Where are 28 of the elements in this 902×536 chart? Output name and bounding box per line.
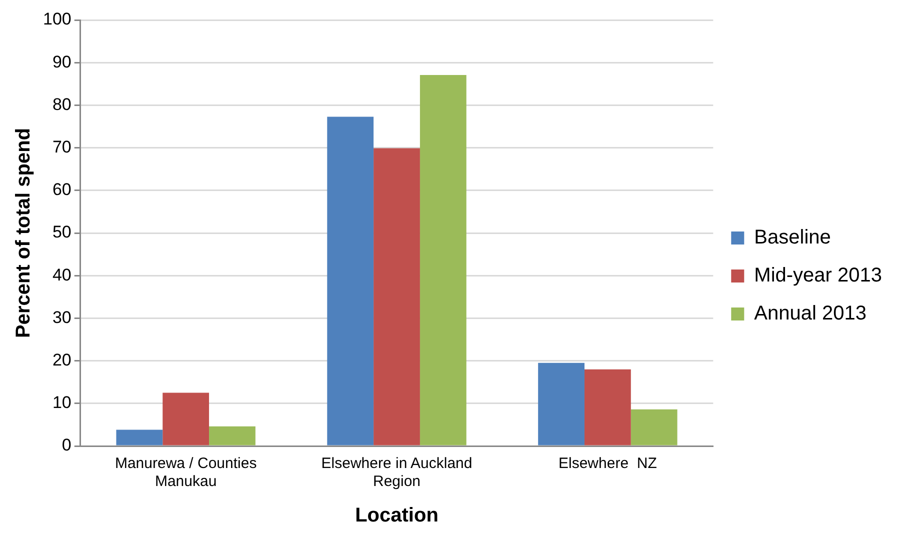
bar <box>327 116 374 446</box>
bar <box>374 148 420 446</box>
x-axis-title: Location <box>355 504 438 527</box>
legend-label: Mid-year 2013 <box>754 264 882 287</box>
legend-label: Annual 2013 <box>754 302 866 325</box>
y-tick-label: 50 <box>52 222 72 242</box>
y-tick-label: 100 <box>42 10 72 29</box>
legend-label: Baseline <box>754 226 831 249</box>
bar <box>162 392 210 446</box>
x-tick-label: Manurewa / Counties Manukau <box>114 455 257 490</box>
y-tick-label: 40 <box>52 265 72 284</box>
bar <box>630 409 678 446</box>
x-tick-label: Elsewhere NZ <box>558 455 657 472</box>
y-axis-title: Percent of total spend <box>12 128 35 338</box>
bar <box>209 426 256 446</box>
bar <box>538 362 584 446</box>
bar <box>420 74 466 446</box>
y-tick-label: 80 <box>52 94 72 114</box>
y-tick-label: 30 <box>52 308 72 327</box>
bar <box>116 430 163 446</box>
y-tick-label: 10 <box>52 393 72 412</box>
y-tick-label: 70 <box>52 137 72 156</box>
y-tick-label: 60 <box>52 180 72 200</box>
y-tick-label: 0 <box>62 436 72 455</box>
bar <box>584 369 631 446</box>
x-tick-label: Elsewhere in Auckland Region <box>321 455 472 490</box>
y-tick-label: 90 <box>52 52 72 72</box>
y-tick-label: 20 <box>52 350 72 370</box>
